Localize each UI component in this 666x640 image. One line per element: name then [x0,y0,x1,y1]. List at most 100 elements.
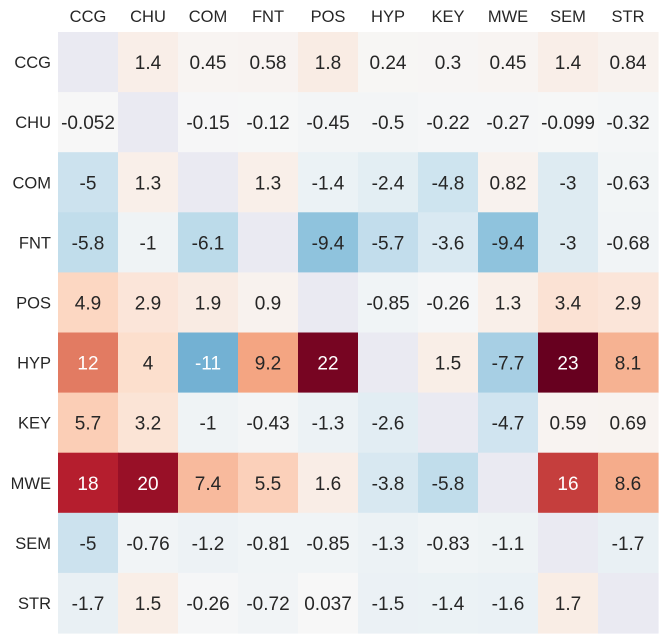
cell-value-label: 7.4 [195,474,222,495]
heatmap-cell [238,32,299,93]
heatmap-cell [478,512,539,574]
cell-value-label: -0.85 [366,293,409,314]
cell-value-label: 1.7 [555,594,581,615]
heatmap-cell [478,452,539,514]
cell-value-label: -1.1 [492,534,525,555]
cell-value-label: -7.7 [492,354,525,375]
cell-value-label: 0.037 [304,594,352,615]
heatmap-cell [58,152,119,213]
heatmap-cell [178,32,239,93]
cell-value-label: 1.5 [135,594,161,615]
heatmap-cell [58,212,119,273]
heatmap-cell [178,452,239,514]
heatmap-cell [538,212,599,273]
heatmap-cell [298,152,359,213]
cell-value-label: 23 [557,354,578,375]
heatmap-cell [358,272,419,334]
heatmap-cell [478,32,539,93]
heatmap-cell [238,392,299,454]
y-tick-label-ccg: CCG [14,54,51,72]
heatmap-cell [238,92,299,153]
cell-value-label: -9.4 [312,233,345,254]
cell-value-label: -0.15 [186,113,229,134]
cell-value-label: 4 [143,354,154,375]
heatmap-cell [418,512,479,574]
cell-value-label: 1.9 [195,293,221,314]
cell-value-label: 12 [77,354,98,375]
cell-value-label: -0.099 [541,113,595,134]
heatmap-cell [238,272,299,334]
y-tick-label-str: STR [18,595,51,613]
heatmap-cell [58,572,119,634]
heatmap-cell [418,452,479,514]
cell-value-label: 0.84 [610,53,647,74]
cell-value-label: -0.26 [186,594,229,615]
cell-value-label: 2.9 [615,293,641,314]
heatmap-cell [598,32,659,93]
heatmap-cell [418,332,479,394]
cell-value-label: -0.26 [426,293,469,314]
cell-value-label: 22 [317,354,338,375]
heatmap-cell [118,392,179,454]
cell-value-label: -1 [140,233,157,254]
heatmap-cell [298,512,359,574]
heatmap-cell [358,92,419,153]
heatmap-cell [238,512,299,574]
cell-value-label: 8.6 [615,474,641,495]
heatmap-cell [418,392,479,454]
heatmap-cell [298,32,359,93]
heatmap-cell [118,452,179,514]
cell-value-label: 3.2 [135,414,161,435]
cell-value-label: -5.7 [372,233,405,254]
cell-value-label: -0.68 [606,233,649,254]
heatmap-cell [238,452,299,514]
cell-value-label: -2.6 [372,414,405,435]
cell-value-label: -5 [80,534,97,555]
x-tick-label-fnt: FNT [252,8,284,26]
cell-value-label: -0.45 [306,113,349,134]
heatmap-cell [298,332,359,394]
cell-value-label: -0.83 [426,534,469,555]
heatmap-cell [478,152,539,213]
cell-value-label: -1.4 [312,173,345,194]
heatmap-cell [118,32,179,93]
cell-value-label: 0.24 [370,53,407,74]
y-tick-label-hyp: HYP [17,355,51,373]
cell-value-label: -0.052 [61,113,115,134]
cell-value-label: 1.4 [135,53,162,74]
cell-value-label: -0.81 [246,534,289,555]
cell-value-label: 0.45 [190,53,227,74]
cell-value-label: 5.7 [75,414,101,435]
cell-value-label: 0.69 [610,414,647,435]
heatmap-cell [178,152,239,213]
heatmap-cell [358,332,419,394]
cell-value-label: -11 [195,354,221,375]
heatmap-cells [58,32,659,634]
heatmap-cell [478,572,539,634]
heatmap-cell [598,392,659,454]
heatmap-cell [538,392,599,454]
cell-value-label: -3.6 [432,233,465,254]
cell-value-label: -1.3 [312,414,345,435]
heatmap-cell [538,572,599,634]
heatmap-cell [58,452,119,514]
heatmap-cell [478,212,539,273]
cell-value-label: 1.3 [255,173,281,194]
heatmap-cell [298,452,359,514]
heatmap-cell [358,32,419,93]
x-tick-label-str: STR [612,8,645,26]
heatmap-cell [418,212,479,273]
heatmap-cell [538,32,599,93]
cell-value-label: -9.4 [492,233,525,254]
y-axis-tick-labels: CCG CHU COM FNT POS HYP KEY MWE SEM STR [11,54,51,613]
cell-value-label: 4.9 [75,293,101,314]
heatmap-cell [118,512,179,574]
heatmap-cell [298,392,359,454]
x-tick-label-com: COM [189,8,228,26]
x-tick-label-hyp: HYP [371,8,405,26]
heatmap-cell [418,572,479,634]
heatmap-cell [358,572,419,634]
cell-value-label: -5 [80,173,97,194]
heatmap-cell [538,272,599,334]
